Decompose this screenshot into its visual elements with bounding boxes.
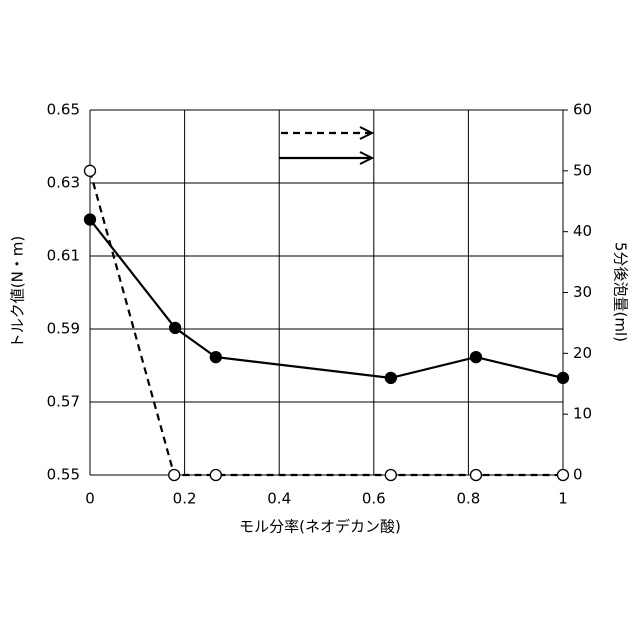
data-point [85, 165, 96, 176]
y-tick-label: 0.55 [47, 466, 80, 484]
chart: モル分率(ネオデカン酸) トルク値(N・m) 5分後泡量(ml) 0.55 0.5… [0, 0, 640, 640]
data-point [385, 372, 396, 383]
y2-tick-label: 50 [573, 161, 592, 179]
data-point [210, 470, 221, 481]
data-point [470, 352, 481, 363]
series-line [90, 220, 563, 378]
x-tick-label: 0.2 [173, 490, 197, 508]
legend-arrows [279, 127, 372, 164]
data-point [169, 470, 180, 481]
y2-tick-label: 20 [573, 344, 592, 362]
data-point [558, 470, 569, 481]
y2-axis-label: 5分後泡量(ml) [612, 242, 630, 342]
x-tick-label: 0.4 [267, 490, 291, 508]
x-tick-label: 0.8 [456, 490, 480, 508]
x-tick-label: 0.6 [362, 490, 386, 508]
y2-tick-label: 10 [573, 405, 592, 423]
y-tick-label: 0.65 [47, 101, 80, 119]
y2-tick-label: 60 [573, 101, 592, 119]
data-point [558, 372, 569, 383]
y2-tick-label: 40 [573, 222, 592, 240]
x-tick-label: 0 [85, 490, 95, 508]
y-tick-label: 0.61 [47, 247, 80, 265]
data-point [210, 352, 221, 363]
y-tick-label: 0.57 [47, 393, 80, 411]
y-axis-label: トルク値(N・m) [9, 236, 27, 349]
y2-tick-label: 30 [573, 283, 592, 301]
x-axis-label: モル分率(ネオデカン酸) [239, 518, 401, 536]
y-tick-label: 0.59 [47, 320, 80, 338]
data-point [85, 214, 96, 225]
y-tick-label: 0.63 [47, 174, 80, 192]
data-point [470, 470, 481, 481]
x-tick-label: 1 [558, 490, 568, 508]
series-line [90, 171, 563, 475]
y2-tick-label: 0 [573, 466, 583, 484]
data-point [385, 470, 396, 481]
data-point [170, 322, 181, 333]
